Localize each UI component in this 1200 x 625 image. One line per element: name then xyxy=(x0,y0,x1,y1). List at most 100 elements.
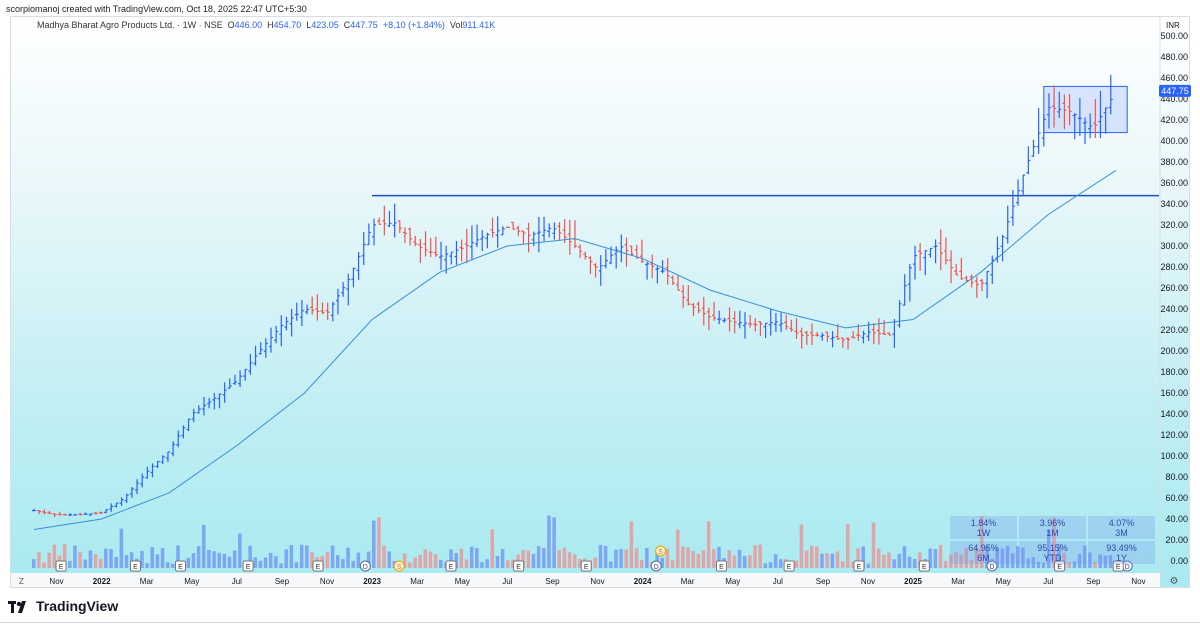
price-bar xyxy=(454,240,459,265)
x-tick-label: Jul xyxy=(232,577,242,586)
price-bar xyxy=(974,276,979,298)
price-bar xyxy=(876,318,881,345)
volume-bar xyxy=(227,556,232,568)
dividend-marker xyxy=(359,560,371,572)
x-tick-label: Nov xyxy=(1131,577,1145,586)
dividend-marker xyxy=(986,560,998,572)
low-label: L xyxy=(306,20,312,30)
volume-value: 911.41K xyxy=(462,20,496,30)
y-tick-label: 360.00 xyxy=(1160,178,1188,188)
price-bar xyxy=(150,463,155,478)
price-bar xyxy=(402,227,407,244)
price-bar xyxy=(928,247,933,258)
performance-pct: 95.15% xyxy=(1037,543,1068,553)
earnings-marker-label: E xyxy=(178,564,183,571)
price-bar xyxy=(42,509,47,515)
volume-bar xyxy=(155,554,160,568)
volume-bar xyxy=(1077,554,1082,568)
price-bar xyxy=(57,511,62,516)
price-bar xyxy=(557,222,562,240)
price-bar xyxy=(346,273,351,306)
price-bar xyxy=(62,513,67,516)
y-tick-label: 340.00 xyxy=(1160,199,1188,209)
chart-pane[interactable] xyxy=(10,16,1190,588)
volume-bar xyxy=(773,554,778,568)
volume-bar xyxy=(557,549,562,568)
volume-bar xyxy=(377,517,381,568)
price-bar xyxy=(696,301,701,314)
price-bar xyxy=(933,239,938,264)
volume-bar xyxy=(402,553,407,568)
volume-bar xyxy=(186,557,191,568)
high-value: 454.70 xyxy=(273,20,302,30)
price-bar xyxy=(521,230,526,245)
price-bar xyxy=(186,418,191,432)
price-bar xyxy=(310,296,315,315)
price-bar xyxy=(207,397,212,409)
performance-pct: 64.95% xyxy=(968,543,999,553)
y-tick-label: 20.00 xyxy=(1165,535,1188,545)
y-tick-label: 380.00 xyxy=(1160,157,1188,167)
volume-bar xyxy=(263,557,268,568)
price-bar xyxy=(835,324,840,340)
symbol-title[interactable]: Madhya Bharat Agro Products Ltd. · 1W · … xyxy=(37,20,223,30)
volume-bar xyxy=(1098,554,1102,568)
x-tick-label: Sep xyxy=(275,577,290,586)
dividend-marker-label: D xyxy=(989,564,994,571)
price-bar xyxy=(464,228,469,264)
performance-cell xyxy=(1019,516,1086,539)
performance-period: 1Y xyxy=(1116,553,1127,563)
volume-bar xyxy=(413,557,417,568)
volume-bar xyxy=(830,553,835,568)
earnings-marker xyxy=(1054,560,1066,572)
volume-bar xyxy=(500,549,505,568)
dividend-marker xyxy=(650,560,662,572)
volume-bar xyxy=(289,545,294,568)
volume-bar xyxy=(1072,561,1077,568)
earnings-marker-label: E xyxy=(449,564,454,571)
volume-bar xyxy=(73,545,77,568)
high-label: H xyxy=(267,20,274,30)
performance-period: YTD xyxy=(1044,553,1063,563)
volume-bar xyxy=(531,553,536,568)
price-bar xyxy=(918,243,923,271)
volume-bar xyxy=(799,524,804,568)
volume-bar xyxy=(645,547,649,568)
volume-bar xyxy=(655,550,659,568)
volume-bar xyxy=(176,545,180,568)
volume-bar xyxy=(1021,547,1025,568)
performance-cell xyxy=(1088,541,1155,564)
price-bar xyxy=(284,316,289,331)
price-bar xyxy=(232,374,237,386)
price-bar xyxy=(1016,179,1021,206)
volume-bar xyxy=(1016,546,1020,568)
performance-cell xyxy=(950,541,1017,564)
price-bar xyxy=(114,502,119,508)
volume-bar xyxy=(665,548,670,568)
price-bar xyxy=(490,217,495,238)
price-bar xyxy=(433,236,438,257)
price-bar xyxy=(248,353,253,375)
zoom-reset-button[interactable]: Z xyxy=(19,577,24,586)
y-tick-label: 500.00 xyxy=(1160,31,1188,41)
price-bar xyxy=(840,337,845,348)
price-bar xyxy=(171,441,176,457)
price-bar xyxy=(444,245,449,274)
price-bar xyxy=(665,258,670,285)
volume-bar xyxy=(1067,562,1072,568)
price-bar xyxy=(408,227,413,246)
x-tick-label: 2024 xyxy=(634,577,652,586)
price-bar xyxy=(155,460,160,469)
volume-bar xyxy=(330,545,335,568)
gear-icon[interactable]: ⚙ xyxy=(1170,576,1179,587)
volume-bar xyxy=(1046,529,1051,568)
y-tick-label: 400.00 xyxy=(1160,136,1188,146)
price-bar xyxy=(748,315,753,328)
volume-bar xyxy=(603,545,608,568)
price-bar xyxy=(809,323,814,346)
volume-bar xyxy=(614,549,618,568)
x-tick-label: Mar xyxy=(951,577,965,586)
volume-bar xyxy=(938,544,943,568)
price-bar xyxy=(959,257,964,280)
